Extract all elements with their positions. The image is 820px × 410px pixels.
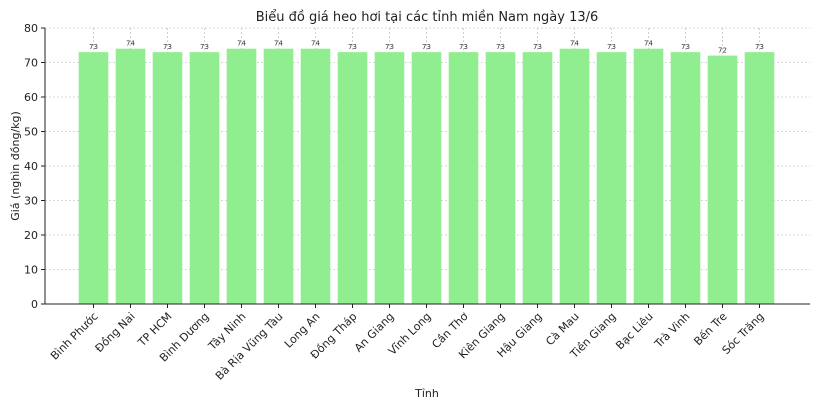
- bar: [226, 48, 257, 305]
- data-label: 74: [311, 40, 320, 48]
- y-tick-label: 70: [24, 57, 38, 70]
- x-tick-label: Trà Vinh: [651, 310, 692, 351]
- x-tick-label: Bà Rịa Vũng Tàu: [213, 310, 286, 383]
- bar: [337, 52, 368, 305]
- bars: [78, 48, 775, 305]
- data-labels: 73 74 73 73 74 74 74 73 73 73 73 73 73 74 73 74 73 72 73: [89, 40, 764, 55]
- bar: [522, 52, 553, 305]
- data-label: 74: [237, 40, 246, 48]
- bar: [670, 52, 701, 305]
- chart-title: Biểu đồ giá heo hơi tại các tỉnh miền Na…: [256, 10, 599, 25]
- y-tick-label: 0: [31, 298, 38, 311]
- bar: [707, 55, 738, 304]
- y-tick-label: 60: [24, 91, 38, 104]
- data-label: 73: [89, 43, 98, 51]
- y-axis: 0 10 20 30 40 50 60 70 80: [24, 22, 45, 311]
- data-label: 73: [496, 43, 505, 51]
- data-label: 72: [718, 47, 727, 55]
- bar: [744, 52, 775, 305]
- bar: [559, 48, 590, 305]
- x-tick-label: Bạc Liêu: [613, 310, 655, 352]
- x-tick-label: Bình Phước: [48, 310, 101, 363]
- y-tick-label: 80: [24, 22, 38, 35]
- data-label: 73: [681, 43, 690, 51]
- data-label: 73: [348, 43, 357, 51]
- y-tick-label: 20: [24, 229, 38, 242]
- y-axis-label: Giá (nghìn đồng/kg): [9, 111, 22, 221]
- data-label: 74: [570, 40, 579, 48]
- data-label: 73: [200, 43, 209, 51]
- y-tick-label: 50: [24, 126, 38, 139]
- bar: [300, 48, 331, 305]
- data-label: 74: [126, 40, 135, 48]
- bar: [633, 48, 664, 305]
- bar: [485, 52, 516, 305]
- data-label: 74: [274, 40, 283, 48]
- data-label: 73: [422, 43, 431, 51]
- bar: [78, 52, 109, 305]
- bar: [263, 48, 294, 305]
- data-label: 73: [459, 43, 468, 51]
- data-label: 73: [385, 43, 394, 51]
- data-label: 73: [755, 43, 764, 51]
- data-label: 73: [533, 43, 542, 51]
- bar: [596, 52, 627, 305]
- y-tick-label: 10: [24, 264, 38, 277]
- data-label: 74: [644, 40, 653, 48]
- bar: [411, 52, 442, 305]
- data-label: 73: [607, 43, 616, 51]
- x-axis-label: Tỉnh: [414, 387, 439, 400]
- bar: [115, 48, 146, 305]
- y-tick-label: 30: [24, 195, 38, 208]
- bar: [448, 52, 479, 305]
- bar: [374, 52, 405, 305]
- bar: [189, 52, 220, 305]
- x-tick-label: Đồng Nai: [93, 310, 138, 355]
- data-label: 73: [163, 43, 172, 51]
- bar: [152, 52, 183, 305]
- y-tick-label: 40: [24, 160, 38, 173]
